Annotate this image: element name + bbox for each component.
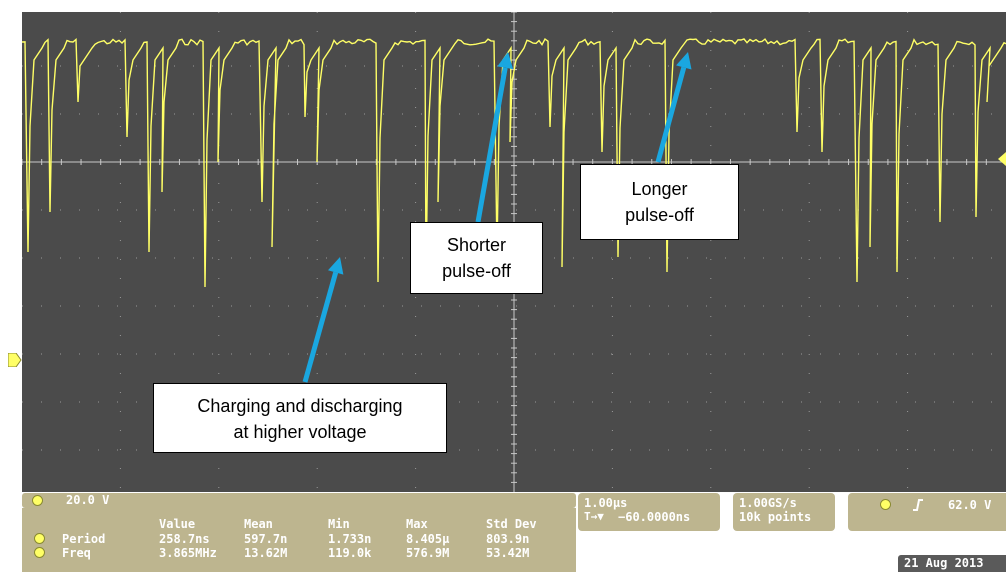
trigger-position-icon: T→▼: [584, 510, 604, 523]
arrow-longer-pulse-off: [655, 52, 692, 163]
annotation-shorter-pulse-off: Shorter pulse-off: [410, 222, 543, 294]
horizontal-scale: 1.00µs: [584, 496, 628, 510]
channel-ground-marker-icon: [8, 353, 22, 367]
acquisition-readout[interactable]: 1.00GS/s 10k points: [733, 493, 835, 531]
trigger-position: −60.0000ns: [618, 510, 691, 524]
measurement-value: 576.9M: [406, 546, 450, 560]
measurement-header: Value: [159, 517, 196, 531]
channel-1-icon: [32, 495, 43, 506]
trigger-readout[interactable]: 62.0 V: [848, 493, 1006, 531]
measurement-value: 803.9n: [486, 532, 530, 546]
measurement-header: Max: [406, 517, 428, 531]
measurement-value: 597.7n: [244, 532, 288, 546]
trigger-source-icon: [880, 499, 891, 510]
arrow-shorter-pulse-off: [475, 52, 514, 223]
measurement-value: 53.42M: [486, 546, 530, 560]
record-length: 10k points: [739, 510, 812, 524]
measurement-value: 119.0k: [328, 546, 372, 560]
measurement-header: Std Dev: [486, 517, 537, 531]
measurement-value: 3.865MHz: [159, 546, 217, 560]
measurement-label[interactable]: Freq: [62, 546, 91, 560]
measurement-value: 1.733n: [328, 532, 372, 546]
annotation-line-2: pulse-off: [625, 205, 694, 225]
measurement-table: Value Mean Min Max Std Dev Period 258.7ns 597.7…: [22, 508, 576, 572]
channel-scale-readout[interactable]: 20.0 V: [22, 493, 576, 508]
waveform-display: [22, 12, 1006, 492]
measurement-value: 13.62M: [244, 546, 288, 560]
measurement-value: 8.405µ: [406, 532, 450, 546]
sample-rate: 1.00GS/s: [739, 496, 797, 510]
annotation-line-1: Longer: [631, 179, 688, 199]
timebase-readout[interactable]: 1.00µs T→▼ −60.0000ns: [578, 493, 720, 531]
measurement-header: Min: [328, 517, 350, 531]
annotation-line-2: at higher voltage: [233, 422, 367, 442]
channel-1-icon: [34, 547, 45, 558]
date-readout: 21 Aug 2013: [898, 555, 1006, 572]
waveform-trace: [22, 37, 1006, 288]
annotation-line-1: Shorter: [446, 235, 507, 255]
annotation-longer-pulse-off: Longer pulse-off: [580, 164, 739, 240]
annotation-line-1: Charging and discharging: [197, 396, 403, 416]
rising-edge-icon: [913, 499, 923, 511]
annotation-line-2: pulse-off: [442, 261, 511, 281]
measurement-value: 258.7ns: [159, 532, 210, 546]
annotation-arrows: [302, 52, 692, 383]
arrow-charging: [302, 257, 344, 383]
channel-scale-value: 20.0 V: [66, 493, 110, 507]
channel-1-icon: [34, 533, 45, 544]
trigger-level: 62.0 V: [948, 498, 992, 512]
date-text: 21 Aug 2013: [904, 556, 984, 570]
trigger-level-marker-icon: [998, 152, 1006, 166]
annotation-charging-discharging: Charging and discharging at higher volta…: [153, 383, 447, 453]
measurement-label[interactable]: Period: [62, 532, 106, 546]
measurement-header: Mean: [244, 517, 273, 531]
